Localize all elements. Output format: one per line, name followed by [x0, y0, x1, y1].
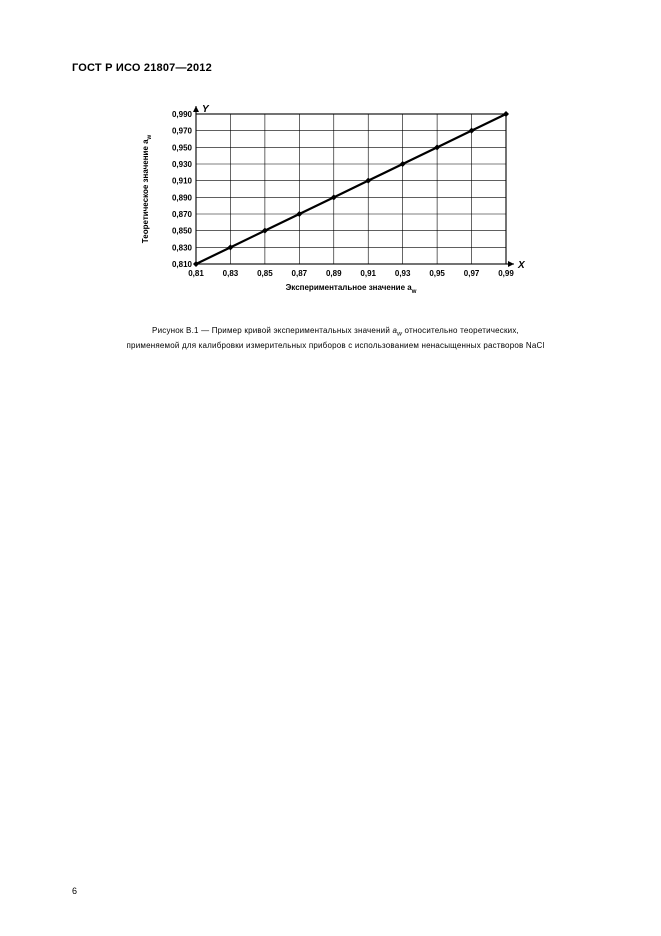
- svg-text:0,85: 0,85: [257, 269, 273, 278]
- caption-line2: применяемой для калибровки измерительных…: [127, 341, 545, 350]
- chart-container: Y X 0,810 0,830 0,850 0,870 0,890 0,910 0,930 0,9…: [72, 102, 599, 307]
- svg-text:0,83: 0,83: [222, 269, 238, 278]
- svg-text:Экспериментальное значение aw: Экспериментальное значение aw: [285, 283, 416, 295]
- document-header: ГОСТ Р ИСО 21807—2012: [72, 62, 599, 74]
- figure-caption: Рисунок В.1 — Пример кривой эксперимента…: [72, 325, 599, 352]
- svg-text:0,97: 0,97: [463, 269, 479, 278]
- calibration-chart: Y X 0,810 0,830 0,850 0,870 0,890 0,910 0,930 0,9…: [126, 102, 546, 307]
- svg-text:0,890: 0,890: [171, 193, 192, 202]
- svg-text:Y: Y: [202, 104, 210, 115]
- svg-text:0,870: 0,870: [171, 210, 192, 219]
- svg-text:0,970: 0,970: [171, 127, 192, 136]
- svg-text:0,810: 0,810: [171, 260, 192, 269]
- page: ГОСТ Р ИСО 21807—2012 Y X 0,810 0,830 0,850 0…: [0, 0, 661, 936]
- svg-text:0,99: 0,99: [498, 269, 514, 278]
- svg-text:0,93: 0,93: [394, 269, 410, 278]
- svg-text:Теоретическое значение aw: Теоретическое значение aw: [141, 134, 153, 243]
- svg-text:0,81: 0,81: [188, 269, 204, 278]
- svg-text:0,830: 0,830: [171, 243, 192, 252]
- svg-text:0,95: 0,95: [429, 269, 445, 278]
- svg-text:0,950: 0,950: [171, 143, 192, 152]
- caption-line1-prefix: Рисунок В.1 — Пример кривой эксперимента…: [152, 326, 392, 335]
- svg-text:0,91: 0,91: [360, 269, 376, 278]
- svg-text:0,850: 0,850: [171, 227, 192, 236]
- svg-text:0,930: 0,930: [171, 160, 192, 169]
- svg-text:0,87: 0,87: [291, 269, 307, 278]
- svg-text:X: X: [517, 260, 526, 271]
- caption-line1-suffix: относительно теоретических,: [402, 326, 519, 335]
- svg-text:0,990: 0,990: [171, 110, 192, 119]
- svg-text:0,910: 0,910: [171, 177, 192, 186]
- svg-text:0,89: 0,89: [325, 269, 341, 278]
- page-number: 6: [72, 886, 77, 896]
